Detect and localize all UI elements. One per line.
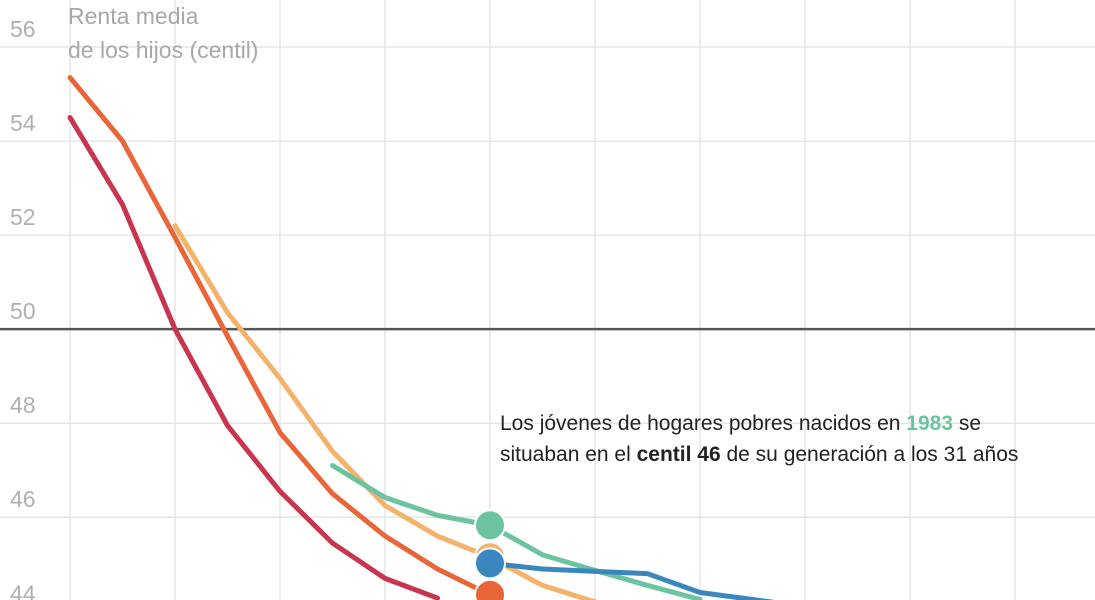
highlight-dot xyxy=(474,578,507,600)
y-tick-label: 56 xyxy=(10,16,36,42)
y-tick-label: 54 xyxy=(10,110,36,136)
highlight-dot xyxy=(474,547,507,580)
y-tick-label: 50 xyxy=(10,298,36,324)
series-line xyxy=(67,75,493,598)
y-axis-label: de los hijos (centil) xyxy=(68,37,258,63)
annotation-text: se situaban en el xyxy=(500,412,982,466)
y-tick-label: 46 xyxy=(10,486,36,512)
y-tick-label: 52 xyxy=(10,204,36,230)
annotation: Los jóvenes de hogares pobres nacidos en… xyxy=(500,408,1060,470)
highlight-dot xyxy=(474,509,507,542)
annotation-text: centil 46 xyxy=(636,443,721,466)
y-tick-label: 44 xyxy=(10,580,36,600)
series-line xyxy=(67,115,441,600)
annotation-text: 1983 xyxy=(906,412,953,435)
annotation-text: Los jóvenes de hogares pobres nacidos en xyxy=(500,412,907,435)
series-line xyxy=(172,223,597,600)
annotation-text: de su generación a los 31 años xyxy=(720,443,1019,466)
y-tick-label: 48 xyxy=(10,392,36,418)
series-line xyxy=(330,463,703,600)
y-axis-label: Renta media xyxy=(68,3,199,29)
